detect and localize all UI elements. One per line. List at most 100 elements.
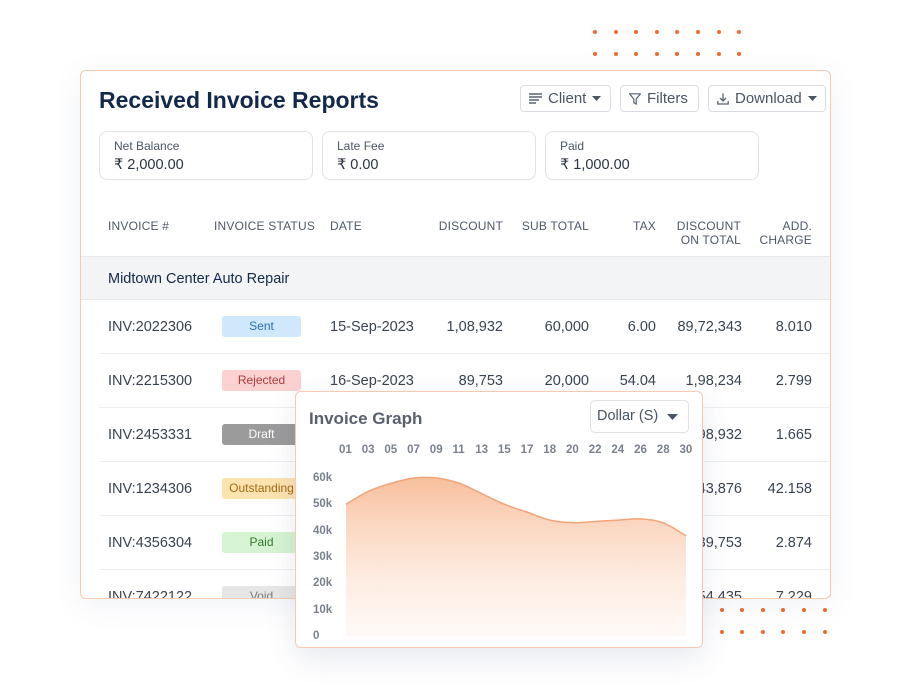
decorative-dot bbox=[593, 30, 597, 34]
subtotal-cell: 20,000 bbox=[544, 373, 589, 389]
header-line: ON TOTAL bbox=[680, 233, 741, 247]
decorative-dot bbox=[593, 52, 597, 56]
currency-select[interactable]: Dollar (S) bbox=[590, 400, 689, 433]
invoice-number-cell: INV:2022306 bbox=[108, 319, 193, 335]
status-badge: Paid bbox=[222, 532, 301, 553]
column-header-discount[interactable]: DISCOUNT bbox=[438, 219, 503, 233]
y-tick-label: 50k bbox=[313, 498, 333, 511]
decorative-dot bbox=[760, 630, 765, 634]
download-button[interactable]: Download bbox=[708, 85, 826, 112]
column-header-status[interactable]: INVOICE STATUS bbox=[214, 219, 316, 233]
invoice-number-cell: INV:4356304 bbox=[108, 535, 193, 551]
decorative-dot bbox=[740, 630, 745, 634]
caret-down-icon bbox=[667, 414, 678, 420]
page-title: Received Invoice Reports bbox=[99, 87, 379, 113]
summary-value: ₹ 0.00 bbox=[337, 157, 379, 173]
x-tick-label: 28 bbox=[656, 444, 670, 456]
decorative-dot bbox=[695, 52, 700, 56]
decorative-dot bbox=[760, 608, 765, 612]
decorative-dot bbox=[822, 630, 827, 634]
decorative-dot bbox=[675, 30, 680, 34]
decorative-dot bbox=[613, 30, 618, 34]
column-header-invoice[interactable]: INVOICE # bbox=[108, 219, 170, 233]
x-tick-label: 15 bbox=[497, 444, 511, 456]
decorative-dot bbox=[719, 608, 724, 612]
decorative-dots-bottom bbox=[699, 608, 827, 634]
date-cell: 16-Sep-2023 bbox=[330, 373, 414, 389]
invoice-number-cell: INV:2453331 bbox=[108, 427, 193, 443]
decorative-dots-top bbox=[593, 30, 742, 56]
client-label: Client bbox=[548, 90, 587, 107]
discount-on-total-cell: 98,932 bbox=[697, 427, 742, 443]
column-header-discount-on-total[interactable]: DISCOUNT ON TOTAL bbox=[661, 219, 741, 247]
column-header-add-charge[interactable]: ADD. CHARGE bbox=[741, 219, 812, 247]
decorative-dot bbox=[695, 30, 700, 34]
area-fill bbox=[346, 477, 686, 636]
y-tick-label: 10k bbox=[313, 603, 333, 616]
add-charge-cell: 42.158 bbox=[767, 481, 812, 497]
invoice-number-cell: INV:7422122 bbox=[108, 589, 193, 599]
y-tick-label: 0 bbox=[313, 629, 320, 642]
summary-value: ₹ 1,000.00 bbox=[560, 157, 630, 173]
tax-cell: 54.04 bbox=[619, 373, 656, 389]
discount-on-total-cell: 39,753 bbox=[697, 535, 742, 551]
net-balance-summary: Net Balance ₹ 2,000.00 bbox=[99, 131, 313, 180]
x-tick-label: 26 bbox=[634, 444, 647, 456]
decorative-dot bbox=[716, 30, 721, 34]
summary-label: Paid bbox=[560, 139, 585, 153]
discount-on-total-cell: 89,72,343 bbox=[677, 319, 742, 335]
y-tick-label: 60k bbox=[313, 472, 333, 484]
filters-button[interactable]: Filters bbox=[620, 85, 699, 112]
decorative-dot bbox=[737, 30, 742, 34]
status-badge: Void bbox=[222, 586, 301, 598]
column-header-date[interactable]: DATE bbox=[330, 219, 362, 233]
date-cell: 15-Sep-2023 bbox=[330, 319, 414, 335]
column-header-subtotal[interactable]: SUB TOTAL bbox=[521, 219, 589, 233]
header-line: ADD. bbox=[782, 219, 812, 233]
decorative-dot bbox=[654, 30, 659, 34]
add-charge-cell: 1.665 bbox=[775, 427, 812, 443]
decorative-dot bbox=[781, 630, 786, 634]
paid-summary: Paid ₹ 1,000.00 bbox=[545, 131, 759, 180]
caret-down-icon bbox=[807, 96, 817, 101]
discount-on-total-cell: 1,98,234 bbox=[685, 373, 742, 389]
x-tick-label: 07 bbox=[407, 444, 420, 456]
add-charge-cell: 2.874 bbox=[775, 535, 812, 551]
decorative-dot bbox=[634, 30, 639, 34]
add-charge-cell: 2.799 bbox=[775, 373, 812, 389]
decorative-dot bbox=[716, 52, 721, 56]
client-group-row[interactable]: Midtown Center Auto Repair bbox=[81, 256, 830, 300]
list-icon bbox=[529, 93, 542, 104]
tax-cell: 6.00 bbox=[627, 319, 656, 335]
invoice-number-cell: INV:2215300 bbox=[108, 373, 193, 389]
table-row[interactable]: INV:7422122 54,435 7.229 Void bbox=[99, 570, 830, 599]
status-badge: Rejected bbox=[222, 370, 301, 391]
status-badge: Outstanding bbox=[222, 478, 301, 499]
column-header-tax[interactable]: TAX bbox=[632, 219, 656, 233]
subtotal-cell: 60,000 bbox=[544, 319, 589, 335]
decorative-dot bbox=[613, 52, 618, 56]
discount-on-total-cell: 54,435 bbox=[697, 589, 742, 599]
client-dropdown-button[interactable]: Client bbox=[520, 85, 611, 112]
summary-label: Net Balance bbox=[114, 139, 180, 153]
header-line: CHARGE bbox=[759, 233, 812, 247]
discount-on-total-cell: 43,876 bbox=[697, 481, 742, 497]
x-tick-label: 30 bbox=[679, 444, 693, 456]
area-chart bbox=[345, 476, 687, 636]
decorative-dot bbox=[740, 608, 745, 612]
x-tick-label: 24 bbox=[611, 444, 625, 456]
x-tick-label: 09 bbox=[429, 444, 443, 456]
x-tick-label: 13 bbox=[475, 444, 488, 456]
caret-down-icon bbox=[592, 96, 602, 101]
invoice-graph-panel: Invoice Graph Dollar (S) 01 03 05 07 09 11 13 1… bbox=[295, 391, 703, 648]
decorative-dot bbox=[719, 630, 724, 634]
decorative-dot bbox=[675, 52, 680, 56]
table-row[interactable]: INV:1234306 43,876 42.158 Outstanding bbox=[99, 462, 830, 516]
table-row[interactable]: INV:2022306 15-Sep-2023 1,08,932 60,000 6.00… bbox=[99, 300, 830, 354]
x-tick-label: 22 bbox=[588, 444, 602, 456]
x-tick-label: 17 bbox=[520, 444, 534, 456]
decorative-dot bbox=[801, 608, 806, 612]
discount-cell: 1,08,932 bbox=[446, 319, 503, 335]
decorative-dot bbox=[801, 630, 806, 634]
x-tick-label: 01 bbox=[339, 444, 352, 456]
